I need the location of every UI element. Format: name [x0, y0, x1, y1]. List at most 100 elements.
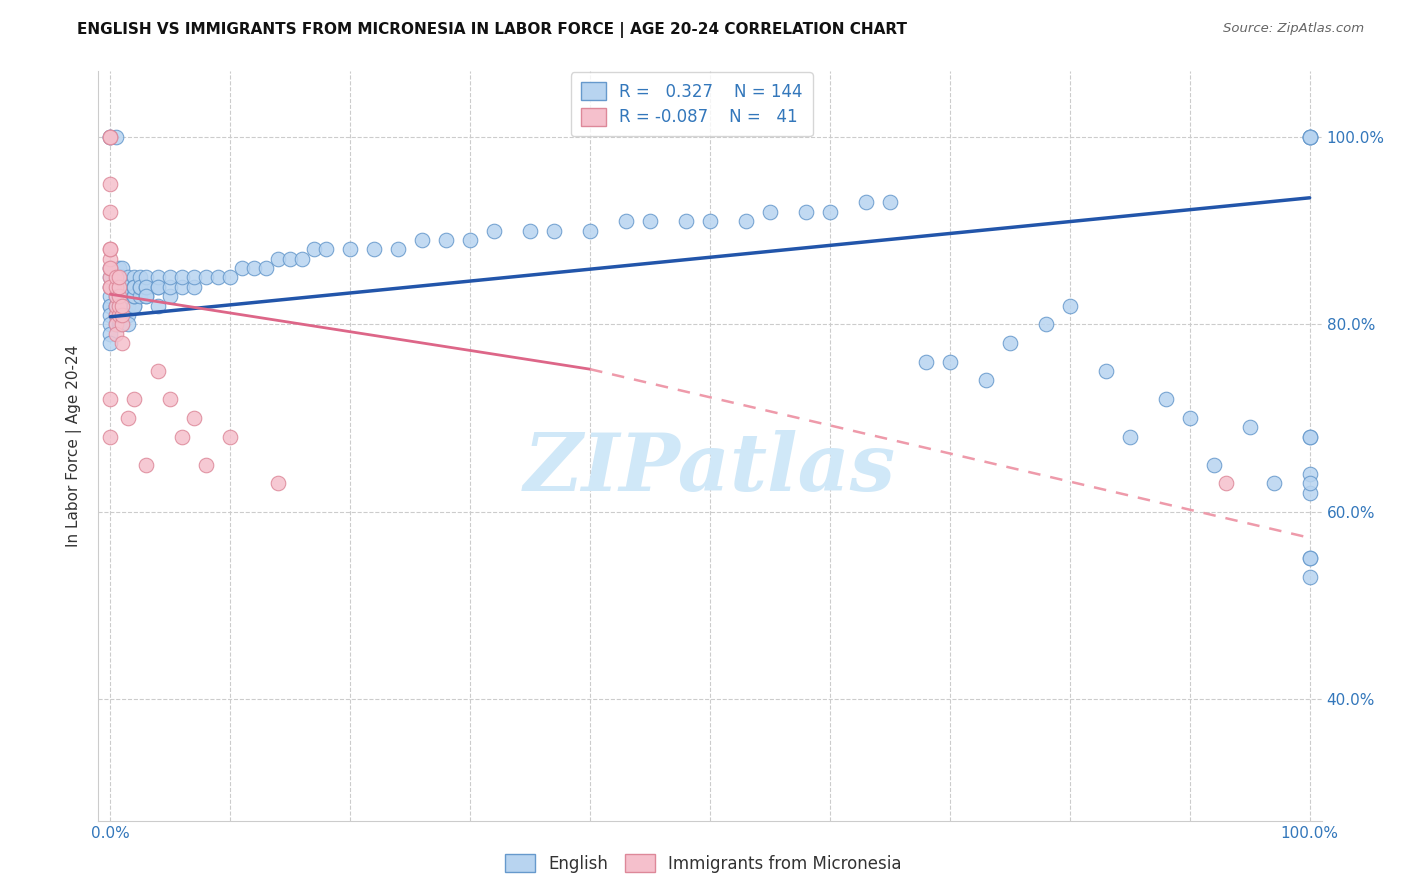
Point [148, 299, 170, 313]
Point [735, 214, 758, 228]
Point [124, 280, 146, 294]
Point [108, 318, 131, 332]
Point [117, 318, 139, 332]
Point [108, 289, 131, 303]
Point [117, 289, 139, 303]
Point [363, 243, 385, 257]
Point [315, 243, 337, 257]
Point [1154, 392, 1177, 407]
Point [108, 308, 129, 322]
Point [105, 318, 128, 332]
Point [108, 289, 131, 303]
Point [117, 411, 139, 425]
Point [108, 270, 129, 285]
Point [1298, 130, 1320, 145]
Point [108, 299, 131, 313]
Point [135, 280, 157, 294]
Point [100, 280, 122, 294]
Point [124, 280, 146, 294]
Point [1059, 299, 1081, 313]
Point [108, 280, 129, 294]
Point [111, 318, 134, 332]
Point [100, 130, 122, 145]
Point [519, 224, 541, 238]
Point [100, 318, 122, 332]
Point [100, 299, 122, 313]
Point [243, 261, 266, 276]
Point [183, 270, 205, 285]
Point [100, 130, 122, 145]
Point [675, 214, 697, 228]
Text: ZIPatlas: ZIPatlas [524, 430, 896, 508]
Point [117, 308, 139, 322]
Point [579, 224, 602, 238]
Point [108, 318, 129, 332]
Point [1298, 467, 1320, 482]
Point [124, 299, 146, 313]
Point [195, 458, 218, 472]
Point [159, 289, 181, 303]
Point [219, 430, 242, 444]
Point [879, 195, 901, 210]
Point [108, 299, 129, 313]
Point [108, 289, 129, 303]
Point [1298, 430, 1320, 444]
Text: ENGLISH VS IMMIGRANTS FROM MICRONESIA IN LABOR FORCE | AGE 20-24 CORRELATION CHA: ENGLISH VS IMMIGRANTS FROM MICRONESIA IN… [77, 22, 907, 38]
Point [1298, 486, 1320, 500]
Point [105, 130, 128, 145]
Point [105, 299, 128, 313]
Point [148, 270, 170, 285]
Point [1298, 130, 1320, 145]
Point [974, 374, 997, 388]
Point [108, 270, 129, 285]
Point [124, 289, 146, 303]
Point [135, 289, 157, 303]
Legend: R =   0.327    N = 144, R = -0.087    N =   41: R = 0.327 N = 144, R = -0.087 N = 41 [571, 72, 813, 136]
Point [108, 289, 129, 303]
Point [111, 270, 134, 285]
Point [638, 214, 661, 228]
Point [759, 205, 782, 219]
Point [100, 392, 122, 407]
Point [129, 280, 152, 294]
Point [100, 430, 122, 444]
Point [100, 270, 122, 285]
Point [183, 280, 205, 294]
Point [195, 270, 218, 285]
Point [915, 355, 938, 369]
Point [998, 336, 1021, 351]
Point [159, 392, 181, 407]
Point [117, 270, 139, 285]
Point [111, 299, 134, 313]
Point [100, 280, 122, 294]
Point [108, 299, 131, 313]
Point [108, 308, 129, 322]
Point [111, 308, 134, 322]
Point [111, 318, 134, 332]
Point [111, 289, 134, 303]
Point [699, 214, 721, 228]
Point [100, 261, 122, 276]
Point [100, 252, 122, 266]
Point [129, 280, 152, 294]
Point [129, 270, 152, 285]
Point [159, 280, 181, 294]
Point [124, 289, 146, 303]
Point [458, 233, 481, 247]
Point [1298, 551, 1320, 566]
Point [148, 364, 170, 378]
Point [231, 261, 253, 276]
Point [108, 289, 129, 303]
Point [100, 336, 122, 351]
Point [1178, 411, 1201, 425]
Point [100, 308, 122, 322]
Point [105, 289, 128, 303]
Point [108, 280, 129, 294]
Point [339, 243, 361, 257]
Point [183, 411, 205, 425]
Point [117, 280, 139, 294]
Point [117, 299, 139, 313]
Point [117, 299, 139, 313]
Point [100, 261, 122, 276]
Point [100, 177, 122, 191]
